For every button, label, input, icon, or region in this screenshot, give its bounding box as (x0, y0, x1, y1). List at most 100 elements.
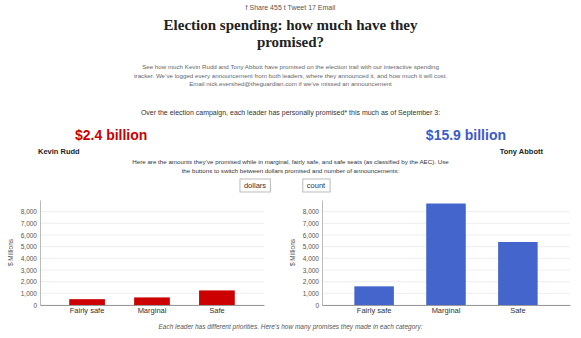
subtitle-line: Email nick.evershed@theguardian.com if w… (189, 80, 392, 87)
x-tick-label: Fairly safe (70, 306, 105, 315)
bar-chart: 0 1,000 2,000 3,000 4,000 5,000 6,000 7,000 8,00… (289, 201, 571, 316)
grid-line (40, 270, 264, 271)
y-tick-label: 0 (33, 302, 37, 309)
y-tick-label: 3,000 (21, 267, 38, 274)
bar (69, 299, 105, 305)
button: count (303, 179, 330, 192)
y-tick: 0 (33, 302, 40, 309)
y-tick-label: 1,000 (303, 290, 320, 297)
y-tick-label: 7,000 (303, 220, 320, 227)
button-box (240, 179, 270, 192)
y-tick-label: 5,000 (21, 243, 38, 250)
y-tick-label: 8,000 (21, 208, 38, 215)
y-tick-label: 2,000 (303, 278, 320, 285)
leader-name: Tony Abbott (500, 147, 544, 156)
subtitle-line: See how much Kevin Rudd and Tony Abbott … (142, 63, 439, 70)
subtitle-line: tracker. We’ve logged every announcement… (134, 71, 447, 78)
bars (69, 290, 235, 305)
y-tick-label: 6,000 (21, 232, 38, 239)
y-tick: 3,000 (21, 267, 40, 274)
x-tick: Safe (510, 305, 525, 315)
y-axis: 0 1,000 2,000 3,000 4,000 5,000 6,000 7,000 8,00… (303, 201, 323, 309)
subtitle: See how much Kevin Rudd and Tony Abbott … (134, 63, 447, 87)
x-tick-label: Safe (209, 306, 224, 315)
amount: $2.4 billion (75, 127, 147, 143)
y-tick-label: 3,000 (303, 267, 320, 274)
over-text: Over the election campaign, each leader … (141, 109, 440, 117)
bar-chart: 0 1,000 2,000 3,000 4,000 5,000 6,000 7,000 8,00… (7, 201, 265, 316)
y-tick-label: 5,000 (303, 243, 320, 250)
y-tick: 1,000 (303, 290, 322, 297)
x-tick: Safe (209, 305, 224, 315)
bar (134, 297, 170, 305)
y-tick-label: 8,000 (303, 208, 320, 215)
grid-line (40, 211, 264, 212)
x-tick-label: Fairly safe (357, 306, 392, 315)
y-tick-label: 6,000 (303, 232, 320, 239)
button-label: count (307, 181, 326, 190)
y-tick: 2,000 (21, 278, 40, 285)
y-tick: 4,000 (21, 255, 40, 262)
share-bar: f Share 455 t Tweet 17 Email (246, 4, 336, 11)
button-box (303, 179, 330, 192)
y-tick: 7,000 (21, 220, 40, 227)
footer-line: Each leader has different priorities. He… (159, 323, 423, 331)
y-tick-label: 1,000 (21, 290, 38, 297)
y-tick: 8,000 (21, 208, 40, 215)
y-axis-title: $ Millions (7, 238, 14, 266)
x-tick: Marginal (432, 305, 461, 315)
share-bar-line: f Share 455 t Tweet 17 Email (246, 4, 336, 11)
grid-line (40, 258, 264, 259)
middle-text-line: the buttons to switch between dollars pr… (182, 166, 400, 173)
y-tick: 6,000 (303, 232, 322, 239)
y-tick-label: 4,000 (21, 255, 38, 262)
grid-line (40, 235, 264, 236)
page: f Share 455 t Tweet 17 Email Election spe… (0, 0, 581, 338)
amount: $15.9 billion (426, 127, 506, 143)
bar (426, 204, 466, 306)
title-line: promised? (257, 34, 324, 50)
title-line: Election spending: how much have they (164, 17, 418, 33)
x-axis: Fairly safe Marginal Safe (41, 305, 265, 315)
over-text-line: Over the election campaign, each leader … (141, 109, 440, 117)
y-tick: 4,000 (303, 255, 322, 262)
y-tick: 1,000 (21, 290, 40, 297)
y-tick-label: 4,000 (303, 255, 320, 262)
middle-text-line: Here are the amounts they’ve promised wh… (132, 158, 449, 165)
grid-line (40, 246, 264, 247)
bar (498, 242, 538, 305)
grid (40, 212, 264, 305)
bar (199, 290, 235, 305)
y-axis-line (40, 201, 41, 306)
y-tick: 0 (315, 302, 322, 309)
bars (354, 204, 537, 306)
grid-line (40, 281, 264, 282)
grid-line (40, 223, 264, 224)
y-axis-title: $ Millions (289, 238, 296, 266)
x-tick: Fairly safe (70, 305, 105, 315)
y-axis-line (322, 201, 323, 306)
y-tick: 5,000 (303, 243, 322, 250)
y-tick: 3,000 (303, 267, 322, 274)
x-tick-label: Marginal (138, 306, 167, 315)
leader-name: Kevin Rudd (38, 147, 80, 156)
y-tick-label: 0 (315, 302, 319, 309)
button: dollars (240, 179, 270, 192)
y-tick: 7,000 (303, 220, 322, 227)
x-tick: Marginal (138, 305, 167, 315)
middle-text: Here are the amounts they’ve promised wh… (132, 158, 449, 174)
bar (354, 286, 394, 305)
y-tick: 6,000 (21, 232, 40, 239)
x-tick-label: Safe (510, 306, 525, 315)
x-tick: Fairly safe (357, 305, 392, 315)
x-axis: Fairly safe Marginal Safe (323, 305, 571, 315)
y-tick: 5,000 (21, 243, 40, 250)
y-tick-label: 7,000 (21, 220, 38, 227)
y-axis: 0 1,000 2,000 3,000 4,000 5,000 6,000 7,000 8,00… (21, 201, 41, 309)
button-label: dollars (244, 181, 266, 190)
y-tick: 2,000 (303, 278, 322, 285)
footer: Each leader has different priorities. He… (159, 323, 423, 331)
y-tick: 8,000 (303, 208, 322, 215)
x-tick-label: Marginal (432, 306, 461, 315)
title: Election spending: how much have theypro… (164, 17, 418, 50)
